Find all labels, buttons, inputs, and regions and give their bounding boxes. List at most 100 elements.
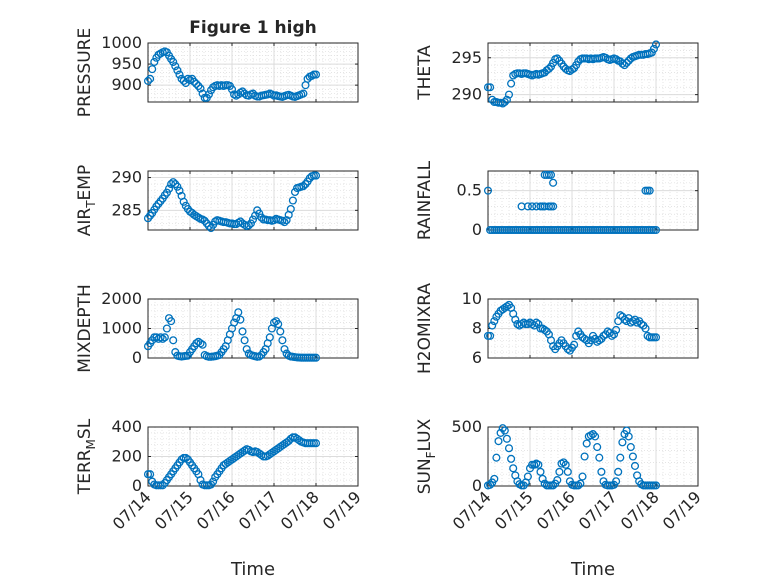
subplot-rainfall: 0 0.5 RAINFALL [415,160,699,240]
y-tick-label: 10 [462,289,482,308]
y-axis-label: MIXDEPTH [75,284,95,373]
data-point [282,216,291,225]
data-point [612,55,621,64]
data-point [255,352,264,361]
x-tick-label: 07/18 [277,487,323,533]
y-tick-label: 6 [472,348,482,367]
data-point [603,327,612,336]
data-point [591,432,600,441]
data-point [486,83,495,92]
series-markers [483,170,661,235]
data-point [498,424,507,433]
y-axis-label: TERRMSL [75,418,98,495]
y-tick-label: 295 [451,48,482,67]
data-point [190,77,199,86]
y-tick-label: 2000 [101,289,142,308]
data-point [618,438,627,447]
data-point [196,339,205,348]
data-point [311,70,321,79]
data-point [146,470,155,479]
data-point [633,318,642,327]
data-point [280,345,289,354]
data-point [490,474,499,483]
data-point [242,345,251,354]
data-point [494,437,503,446]
data-point [570,340,579,349]
data-point [502,302,511,311]
data-point [240,336,249,345]
data-point [559,458,568,467]
data-point [580,452,589,461]
axes-box [487,42,699,103]
data-point [563,345,572,354]
data-point [553,476,562,485]
data-point [509,464,518,473]
data-point [628,452,637,461]
data-point [204,90,213,99]
x-axis-label: Time [230,559,275,580]
y-axis-label: RAINFALL [415,160,435,240]
data-point [555,467,564,476]
data-point [162,324,171,333]
data-point [486,331,495,340]
data-point [563,467,572,476]
y-tick-label: 0 [132,476,142,495]
data-point [500,426,509,435]
data-point [626,443,635,452]
y-tick-label: 950 [111,54,142,73]
data-point [593,443,602,452]
data-point [311,353,321,362]
data-point [143,76,153,85]
series-markers [483,40,661,108]
y-tick-label: 285 [111,200,142,219]
y-axis-label: PRESSURE [75,28,95,117]
data-point [248,215,258,224]
subplot-terr_msl: 0200400TERRMSL07/1407/1507/1607/1707/180… [75,417,365,580]
data-point [544,64,553,73]
data-point [169,57,178,67]
data-point [532,318,541,327]
data-point [597,467,606,476]
data-point [607,331,616,340]
x-tick-label: 07/18 [617,487,663,533]
data-point [173,66,182,75]
data-point [234,308,243,317]
x-tick-label: 07/15 [151,487,197,533]
data-point [150,57,159,67]
data-point [280,218,289,227]
data-point [595,336,604,345]
x-axis-label: Time [570,559,615,580]
data-point [236,315,245,324]
data-point [622,58,631,67]
data-point [582,439,591,448]
data-point [181,453,190,463]
data-point [158,481,167,490]
axes-box [487,426,699,487]
data-point [290,187,300,197]
series-markers [483,424,661,490]
y-tick-label: 1000 [101,33,142,52]
subplot-pressure: 900 950 1000 PRESSURE Figure 1 high [75,18,359,117]
data-point [198,340,207,349]
data-point [169,336,178,345]
data-point [612,325,621,335]
data-point [651,481,661,490]
data-point [209,477,218,486]
data-point [192,79,201,88]
data-point [534,460,543,469]
data-point [540,325,549,335]
data-point [295,436,304,445]
data-point [204,222,213,231]
subplot-h2omixra: 6 8 10 H2OMIXRA [415,283,699,374]
data-point [504,90,514,99]
data-point [637,320,646,329]
data-point [196,476,205,485]
data-point [278,336,287,345]
data-point [311,171,321,180]
data-point [162,188,171,197]
y-axis-label: SUNFLUX [415,418,438,494]
data-point [561,460,570,469]
data-point [523,202,532,211]
data-point [651,225,661,235]
chart-title: Figure 1 high [189,18,317,38]
